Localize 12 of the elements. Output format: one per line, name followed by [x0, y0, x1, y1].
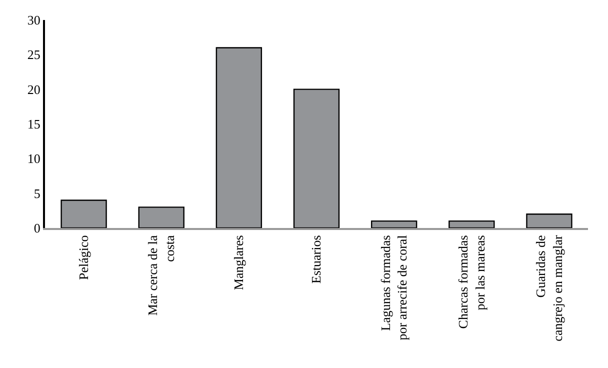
y-tick-label: 30: [27, 12, 40, 28]
y-tick-label: 5: [34, 186, 40, 201]
x-tick-label: Manglares: [231, 235, 246, 290]
x-tick-label: Estuarios: [308, 235, 324, 284]
y-tick-label: 10: [27, 151, 40, 166]
x-tick-label: Pelágico: [76, 235, 92, 280]
y-tick-label: 20: [27, 82, 40, 97]
y-tick-label: 25: [27, 47, 40, 62]
x-tick-label: Lagunas formadas por arrecife de coral: [378, 234, 410, 340]
y-tick-label: 0: [34, 220, 40, 236]
x-tick-label: Mar cerca de la costa: [145, 234, 178, 316]
y-tick-label: 15: [27, 116, 40, 132]
